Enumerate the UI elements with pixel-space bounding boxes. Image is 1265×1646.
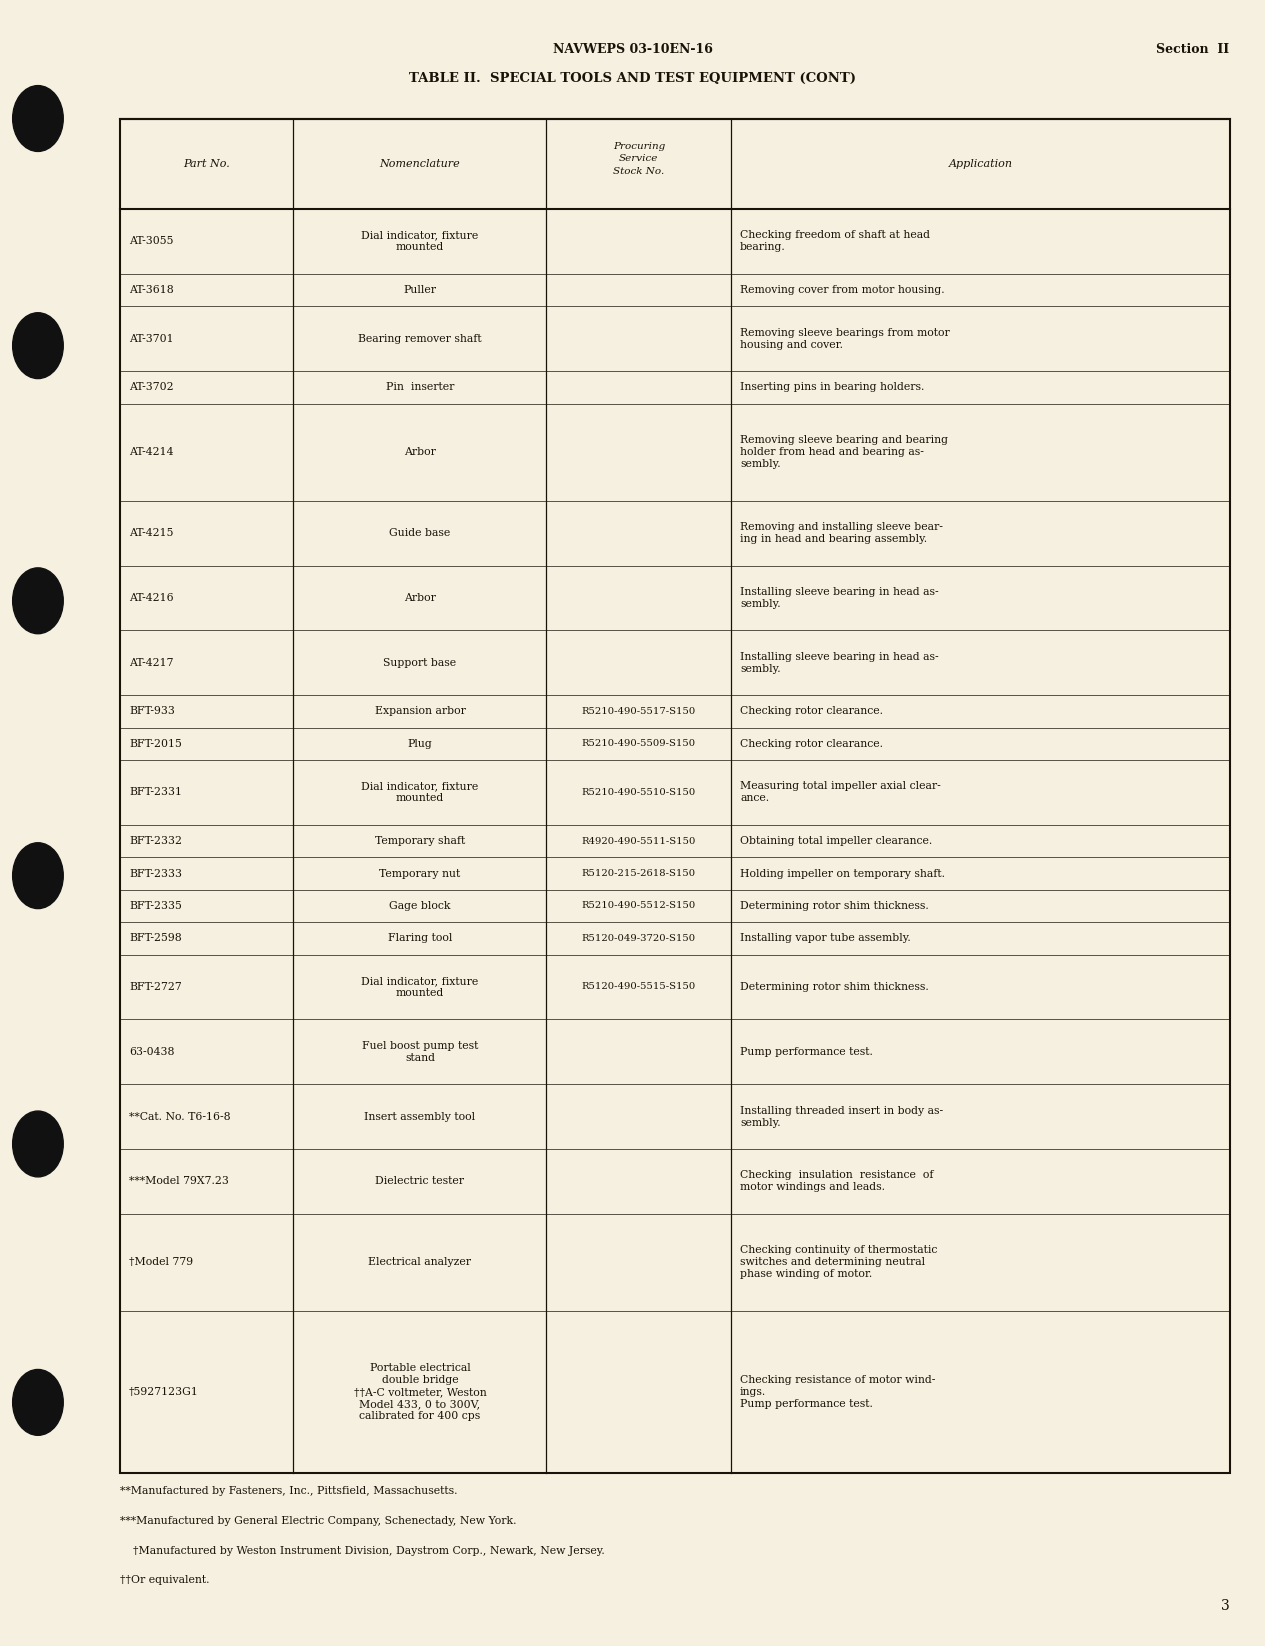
Circle shape	[13, 86, 63, 151]
Text: **Manufactured by Fasteners, Inc., Pittsfield, Massachusetts.: **Manufactured by Fasteners, Inc., Pitts…	[120, 1486, 458, 1496]
Circle shape	[13, 313, 63, 379]
Text: Procuring
Service
Stock No.: Procuring Service Stock No.	[612, 142, 665, 176]
Text: R5210-490-5510-S150: R5210-490-5510-S150	[582, 788, 696, 797]
Text: BFT-2335: BFT-2335	[129, 900, 182, 910]
Text: Plug: Plug	[407, 739, 433, 749]
Text: Inserting pins in bearing holders.: Inserting pins in bearing holders.	[740, 382, 925, 392]
Text: Installing sleeve bearing in head as-
sembly.: Installing sleeve bearing in head as- se…	[740, 652, 939, 673]
Text: †Model 779: †Model 779	[129, 1258, 194, 1267]
Text: AT-3618: AT-3618	[129, 285, 173, 295]
Text: Electrical analyzer: Electrical analyzer	[368, 1258, 472, 1267]
Text: AT-4215: AT-4215	[129, 528, 173, 538]
Text: Guide base: Guide base	[390, 528, 450, 538]
Text: BFT-2727: BFT-2727	[129, 983, 182, 993]
Text: Insert assembly tool: Insert assembly tool	[364, 1111, 476, 1121]
Text: Installing sleeve bearing in head as-
sembly.: Installing sleeve bearing in head as- se…	[740, 588, 939, 609]
Text: AT-3701: AT-3701	[129, 334, 173, 344]
Text: BFT-2332: BFT-2332	[129, 836, 182, 846]
Text: 63-0438: 63-0438	[129, 1047, 175, 1057]
Text: Checking freedom of shaft at head
bearing.: Checking freedom of shaft at head bearin…	[740, 230, 930, 252]
Text: Obtaining total impeller clearance.: Obtaining total impeller clearance.	[740, 836, 932, 846]
Text: BFT-2015: BFT-2015	[129, 739, 182, 749]
Text: R4920-490-5511-S150: R4920-490-5511-S150	[582, 836, 696, 846]
Text: TABLE II.  SPECIAL TOOLS AND TEST EQUIPMENT (CONT): TABLE II. SPECIAL TOOLS AND TEST EQUIPME…	[409, 72, 856, 86]
Text: Temporary shaft: Temporary shaft	[374, 836, 466, 846]
Text: ††Or equivalent.: ††Or equivalent.	[120, 1575, 210, 1585]
Text: Dial indicator, fixture
mounted: Dial indicator, fixture mounted	[362, 230, 478, 252]
Text: R5210-490-5517-S150: R5210-490-5517-S150	[582, 706, 696, 716]
Text: Dial indicator, fixture
mounted: Dial indicator, fixture mounted	[362, 976, 478, 997]
Bar	[120, 119, 1230, 1473]
Text: Removing cover from motor housing.: Removing cover from motor housing.	[740, 285, 945, 295]
Text: Checking continuity of thermostatic
switches and determining neutral
phase windi: Checking continuity of thermostatic swit…	[740, 1246, 937, 1279]
Text: Installing threaded insert in body as-
sembly.: Installing threaded insert in body as- s…	[740, 1106, 944, 1128]
Text: AT-4217: AT-4217	[129, 658, 173, 668]
Text: NAVWEPS 03-10EN-16: NAVWEPS 03-10EN-16	[553, 43, 712, 56]
Text: Checking  insulation  resistance  of
motor windings and leads.: Checking insulation resistance of motor …	[740, 1170, 934, 1192]
Text: Part No.: Part No.	[183, 158, 230, 170]
Text: BFT-2331: BFT-2331	[129, 787, 182, 797]
Text: ***Manufactured by General Electric Company, Schenectady, New York.: ***Manufactured by General Electric Comp…	[120, 1516, 516, 1526]
Text: Determining rotor shim thickness.: Determining rotor shim thickness.	[740, 983, 929, 993]
Text: Application: Application	[949, 158, 1012, 170]
Text: Fuel boost pump test
stand: Fuel boost pump test stand	[362, 1040, 478, 1063]
Text: Flaring tool: Flaring tool	[388, 933, 452, 943]
Text: Gage block: Gage block	[390, 900, 450, 910]
Text: Expansion arbor: Expansion arbor	[374, 706, 466, 716]
Text: R5120-215-2618-S150: R5120-215-2618-S150	[582, 869, 696, 877]
Text: Removing and installing sleeve bear-
ing in head and bearing assembly.: Removing and installing sleeve bear- ing…	[740, 522, 942, 545]
Text: Arbor: Arbor	[404, 593, 436, 602]
Text: AT-3055: AT-3055	[129, 237, 173, 247]
Text: AT-3702: AT-3702	[129, 382, 173, 392]
Circle shape	[13, 843, 63, 909]
Text: R5210-490-5509-S150: R5210-490-5509-S150	[582, 739, 696, 749]
Text: ***Model 79X7.23: ***Model 79X7.23	[129, 1177, 229, 1187]
Text: Determining rotor shim thickness.: Determining rotor shim thickness.	[740, 900, 929, 910]
Text: Arbor: Arbor	[404, 448, 436, 458]
Text: Measuring total impeller axial clear-
ance.: Measuring total impeller axial clear- an…	[740, 782, 941, 803]
Text: BFT-2333: BFT-2333	[129, 869, 182, 879]
Text: BFT-933: BFT-933	[129, 706, 175, 716]
Text: Section  II: Section II	[1156, 43, 1230, 56]
Text: Pump performance test.: Pump performance test.	[740, 1047, 873, 1057]
Circle shape	[13, 568, 63, 634]
Text: R5120-049-3720-S150: R5120-049-3720-S150	[582, 933, 696, 943]
Text: Installing vapor tube assembly.: Installing vapor tube assembly.	[740, 933, 911, 943]
Text: Checking resistance of motor wind-
ings.
Pump performance test.: Checking resistance of motor wind- ings.…	[740, 1374, 935, 1409]
Text: Temporary nut: Temporary nut	[380, 869, 460, 879]
Circle shape	[13, 1369, 63, 1435]
Text: AT-4214: AT-4214	[129, 448, 173, 458]
Text: Dielectric tester: Dielectric tester	[376, 1177, 464, 1187]
Text: Portable electrical
double bridge
††A-C voltmeter, Weston
Model 433, 0 to 300V,
: Portable electrical double bridge ††A-C …	[354, 1363, 486, 1420]
Text: †5927123G1: †5927123G1	[129, 1388, 199, 1397]
Circle shape	[13, 1111, 63, 1177]
Text: Checking rotor clearance.: Checking rotor clearance.	[740, 739, 883, 749]
Text: Pin  inserter: Pin inserter	[386, 382, 454, 392]
Text: BFT-2598: BFT-2598	[129, 933, 182, 943]
Text: R5210-490-5512-S150: R5210-490-5512-S150	[582, 902, 696, 910]
Text: Bearing remover shaft: Bearing remover shaft	[358, 334, 482, 344]
Text: R5120-490-5515-S150: R5120-490-5515-S150	[582, 983, 696, 991]
Text: Removing sleeve bearings from motor
housing and cover.: Removing sleeve bearings from motor hous…	[740, 328, 950, 349]
Text: **Cat. No. T6-16-8: **Cat. No. T6-16-8	[129, 1111, 230, 1121]
Text: †Manufactured by Weston Instrument Division, Daystrom Corp., Newark, New Jersey.: †Manufactured by Weston Instrument Divis…	[126, 1546, 605, 1555]
Text: Nomenclature: Nomenclature	[380, 158, 460, 170]
Text: Checking rotor clearance.: Checking rotor clearance.	[740, 706, 883, 716]
Text: Support base: Support base	[383, 658, 457, 668]
Text: AT-4216: AT-4216	[129, 593, 173, 602]
Text: Puller: Puller	[404, 285, 436, 295]
Text: Dial indicator, fixture
mounted: Dial indicator, fixture mounted	[362, 782, 478, 803]
Text: Holding impeller on temporary shaft.: Holding impeller on temporary shaft.	[740, 869, 945, 879]
Text: 3: 3	[1221, 1598, 1230, 1613]
Text: Removing sleeve bearing and bearing
holder from head and bearing as-
sembly.: Removing sleeve bearing and bearing hold…	[740, 435, 947, 469]
